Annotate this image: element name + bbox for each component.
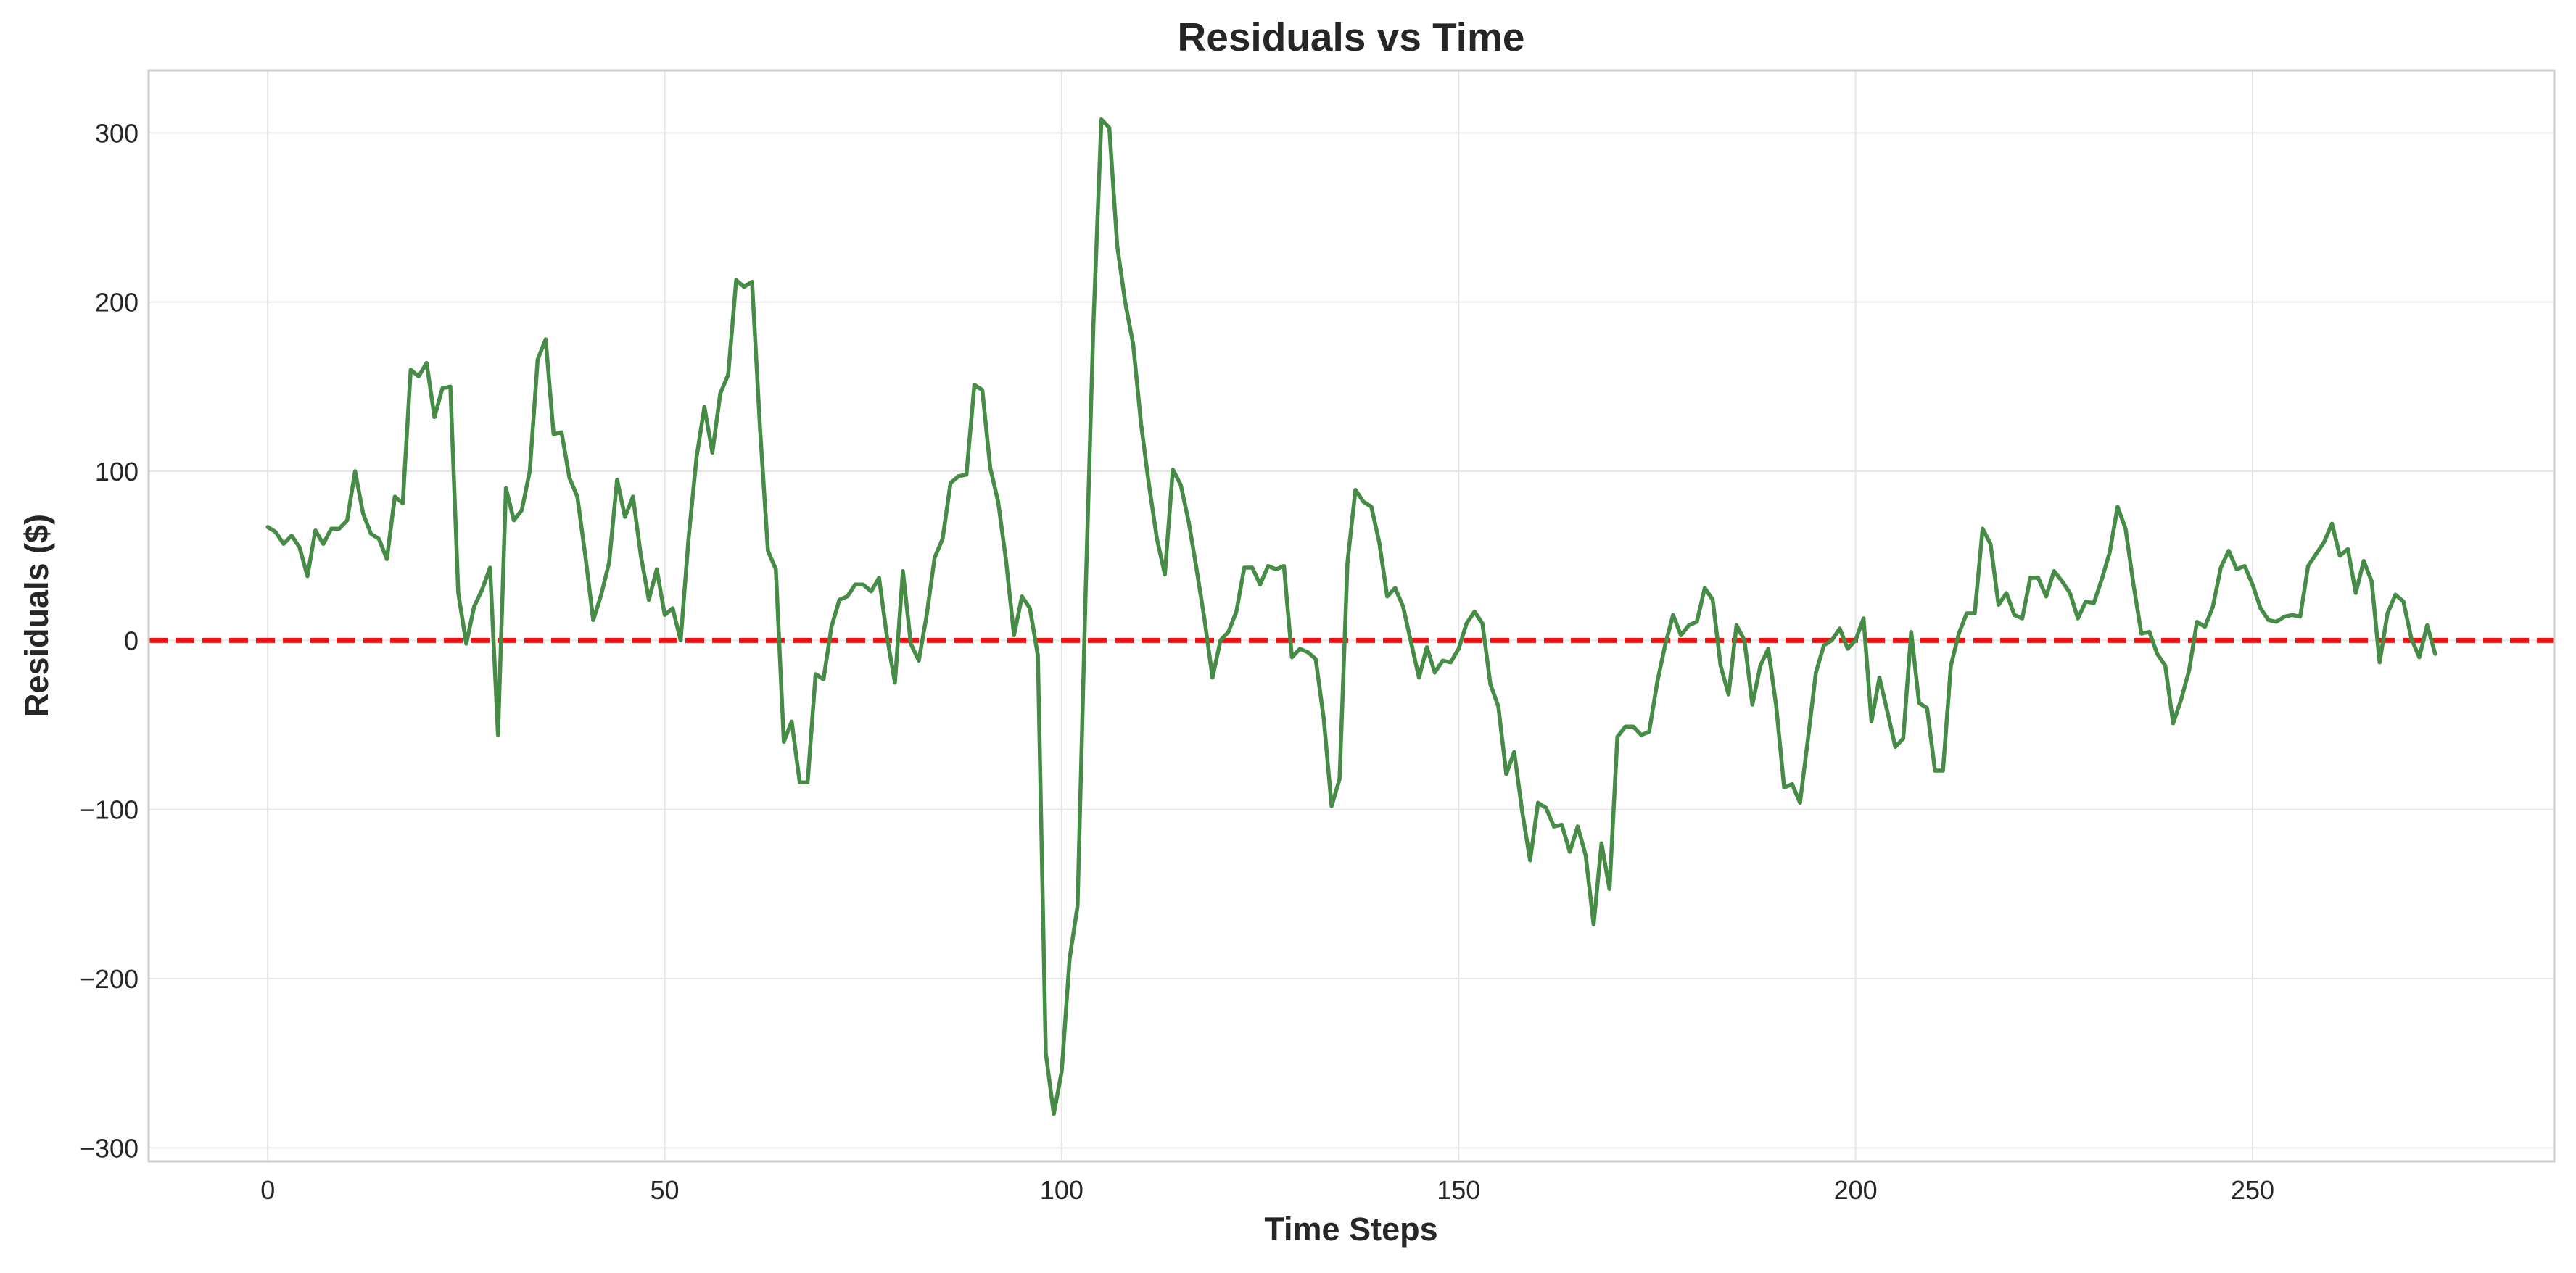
y-tick-label: 100 (95, 457, 139, 486)
x-tick-label: 50 (651, 1175, 680, 1205)
residuals-series-line (265, 117, 2437, 1116)
chart-title: Residuals vs Time (1178, 14, 1525, 59)
y-axis-title: Residuals ($) (18, 514, 55, 717)
series-layer (265, 117, 2437, 1116)
y-tick-label: −100 (80, 795, 139, 825)
x-tick-labels: 0 50 100 150 200 250 (260, 1175, 2274, 1205)
y-tick-label: −200 (80, 964, 139, 994)
x-tick-label: 250 (2231, 1175, 2274, 1205)
x-axis-title: Time Steps (1264, 1211, 1437, 1248)
y-tick-label: 0 (124, 626, 139, 655)
x-tick-label: 200 (1834, 1175, 1878, 1205)
x-tick-label: 100 (1040, 1175, 1083, 1205)
y-tick-label: −300 (80, 1133, 139, 1163)
x-tick-label: 150 (1437, 1175, 1480, 1205)
x-tick-label: 0 (260, 1175, 275, 1205)
y-tick-labels: −300 −200 −100 0 100 200 300 (80, 118, 139, 1163)
y-tick-label: 300 (95, 118, 139, 148)
plot-frame (147, 69, 2556, 1163)
y-tick-label: 200 (95, 288, 139, 318)
